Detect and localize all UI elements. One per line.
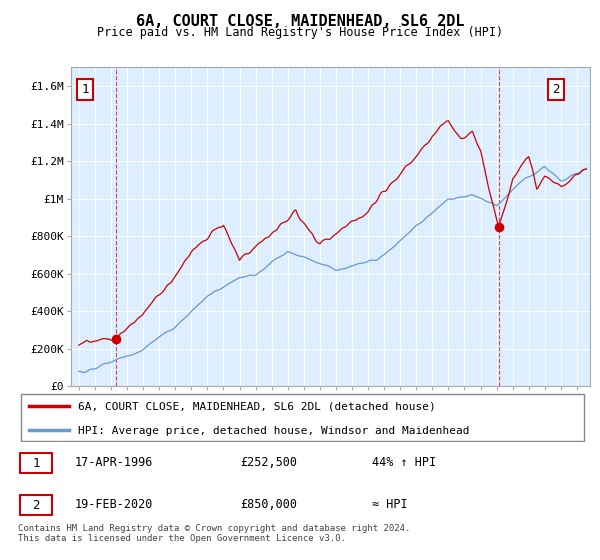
Text: 2: 2 — [553, 83, 560, 96]
Text: 19-FEB-2020: 19-FEB-2020 — [75, 497, 154, 511]
FancyBboxPatch shape — [20, 453, 52, 473]
Text: £850,000: £850,000 — [240, 497, 297, 511]
Text: 1: 1 — [32, 456, 40, 470]
FancyBboxPatch shape — [21, 394, 584, 441]
Text: ≈ HPI: ≈ HPI — [372, 497, 407, 511]
Text: HPI: Average price, detached house, Windsor and Maidenhead: HPI: Average price, detached house, Wind… — [78, 426, 469, 436]
Text: 1: 1 — [82, 83, 89, 96]
FancyBboxPatch shape — [20, 495, 52, 515]
Text: Price paid vs. HM Land Registry's House Price Index (HPI): Price paid vs. HM Land Registry's House … — [97, 26, 503, 39]
Text: 2: 2 — [32, 498, 40, 512]
Text: £252,500: £252,500 — [240, 455, 297, 469]
Text: 6A, COURT CLOSE, MAIDENHEAD, SL6 2DL: 6A, COURT CLOSE, MAIDENHEAD, SL6 2DL — [136, 14, 464, 29]
Text: 44% ↑ HPI: 44% ↑ HPI — [372, 455, 436, 469]
Text: 17-APR-1996: 17-APR-1996 — [75, 455, 154, 469]
Text: 6A, COURT CLOSE, MAIDENHEAD, SL6 2DL (detached house): 6A, COURT CLOSE, MAIDENHEAD, SL6 2DL (de… — [78, 402, 436, 412]
Text: Contains HM Land Registry data © Crown copyright and database right 2024.
This d: Contains HM Land Registry data © Crown c… — [18, 524, 410, 543]
